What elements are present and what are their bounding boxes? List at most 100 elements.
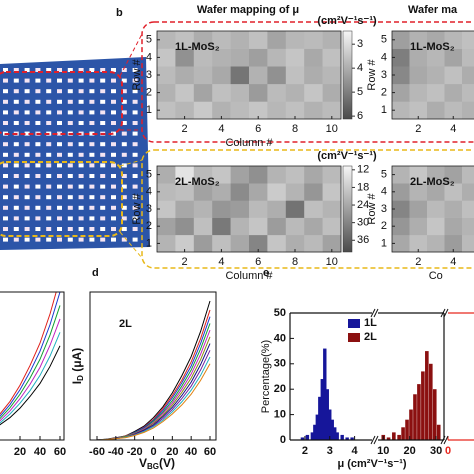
heatmap-cell bbox=[249, 200, 268, 218]
y-tick-label: 5 bbox=[381, 34, 387, 46]
heatmap-cell bbox=[444, 83, 463, 102]
x-axis-label: Column # bbox=[225, 137, 273, 149]
device bbox=[13, 205, 19, 210]
device bbox=[67, 174, 73, 178]
device bbox=[13, 121, 19, 125]
device bbox=[89, 68, 95, 72]
legend-swatch bbox=[348, 319, 360, 328]
device bbox=[67, 89, 73, 94]
x-tick-label: 4 bbox=[450, 123, 456, 135]
device bbox=[111, 131, 116, 136]
x-tick-label: 2 bbox=[182, 123, 188, 135]
device bbox=[111, 184, 116, 189]
heatmap-cell bbox=[193, 101, 213, 120]
colorbar-tick-label: 24 bbox=[357, 199, 369, 211]
device bbox=[89, 131, 95, 136]
heatmap-cell bbox=[249, 83, 268, 102]
axis-break bbox=[443, 308, 449, 318]
device bbox=[3, 152, 8, 157]
heatmap-cell bbox=[304, 217, 323, 236]
device bbox=[100, 89, 106, 94]
device bbox=[46, 152, 52, 157]
heatmap-cell bbox=[212, 183, 231, 201]
sample-label: 1L-MoS₂ bbox=[175, 41, 220, 53]
heatmap-cell bbox=[285, 83, 305, 102]
histogram-bar bbox=[417, 384, 421, 440]
device bbox=[3, 184, 8, 189]
heatmap-cell bbox=[304, 83, 323, 102]
device bbox=[100, 205, 106, 210]
heatmap-cell bbox=[322, 234, 342, 253]
heatmap-cell bbox=[409, 83, 428, 102]
device bbox=[78, 205, 84, 210]
device bbox=[121, 68, 127, 72]
x-tick-label: 20 bbox=[404, 445, 416, 457]
device bbox=[132, 68, 138, 72]
device bbox=[78, 184, 84, 189]
device bbox=[46, 184, 52, 189]
histogram-bar bbox=[340, 434, 344, 440]
x-tick-label: 30 bbox=[430, 445, 442, 457]
device bbox=[24, 174, 30, 178]
heatmap-cell bbox=[427, 217, 445, 236]
device bbox=[46, 121, 52, 125]
heatmap-cell bbox=[444, 183, 463, 201]
axis-break bbox=[373, 308, 379, 318]
y-tick-label: 20 bbox=[274, 383, 286, 395]
device bbox=[13, 174, 19, 178]
device bbox=[24, 142, 30, 147]
x-tick-label: 6 bbox=[255, 256, 261, 268]
device bbox=[35, 237, 41, 242]
x-axis-label-part: V bbox=[139, 456, 147, 470]
heatmap-cell bbox=[193, 66, 213, 85]
device bbox=[57, 110, 62, 115]
heatmap-cell bbox=[392, 48, 410, 67]
heatmap-cell bbox=[285, 101, 305, 120]
device bbox=[57, 78, 62, 83]
colorbar-tick-label: 36 bbox=[357, 234, 369, 246]
histogram-bar bbox=[425, 351, 429, 440]
device bbox=[100, 163, 106, 168]
heatmap-cell bbox=[212, 166, 231, 184]
heatmap-cell bbox=[212, 83, 231, 102]
device bbox=[35, 89, 41, 94]
histogram-bar bbox=[409, 409, 413, 440]
device bbox=[67, 216, 73, 221]
x-tick-label: 60 bbox=[204, 446, 216, 458]
histogram-bar bbox=[401, 427, 405, 440]
device bbox=[24, 78, 30, 83]
device bbox=[3, 121, 8, 125]
heatmap-cell bbox=[427, 234, 445, 253]
y-tick-label: 4 bbox=[146, 51, 152, 63]
heatmap-cell bbox=[392, 83, 410, 102]
heatmap-cell bbox=[157, 166, 176, 184]
histogram-bar bbox=[350, 437, 354, 440]
device bbox=[24, 121, 30, 125]
heatmap-cell bbox=[230, 48, 250, 67]
heatmap-cell bbox=[193, 217, 213, 236]
curve bbox=[0, 345, 61, 426]
device bbox=[78, 89, 84, 94]
legend-label: 1L bbox=[364, 317, 377, 329]
heatmap-cell bbox=[212, 217, 231, 236]
device bbox=[78, 121, 84, 125]
heatmap-cell bbox=[230, 66, 250, 85]
x-tick-label: 4 bbox=[450, 256, 456, 268]
panel-letter: d bbox=[92, 267, 99, 279]
x-tick-label: 20 bbox=[14, 446, 26, 458]
y-tick-label: 30 bbox=[274, 358, 286, 370]
device bbox=[3, 195, 8, 200]
device bbox=[24, 68, 30, 72]
x-tick-label: 40 bbox=[185, 446, 197, 458]
device bbox=[13, 99, 19, 104]
device bbox=[13, 195, 19, 200]
y-tick-label: 2 bbox=[381, 220, 387, 232]
connector bbox=[119, 231, 143, 259]
device bbox=[67, 227, 73, 231]
heatmap-cell bbox=[157, 183, 176, 201]
y-tick-label: 4 bbox=[381, 186, 387, 198]
device bbox=[132, 121, 138, 125]
heatmap-cell bbox=[392, 101, 410, 120]
device bbox=[46, 110, 52, 115]
y-tick-label: 2 bbox=[146, 87, 152, 99]
